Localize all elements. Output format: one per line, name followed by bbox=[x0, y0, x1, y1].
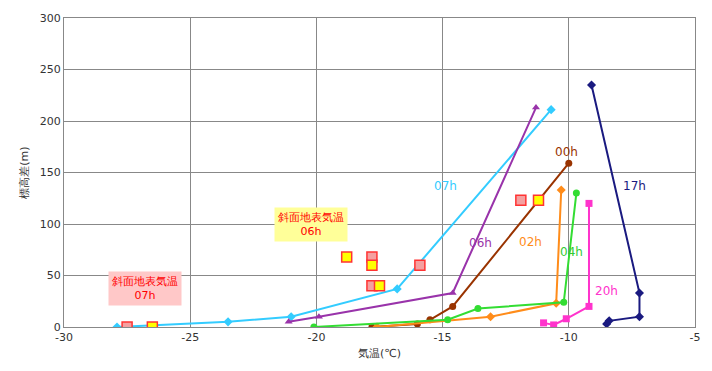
svg-text:06h: 06h bbox=[469, 236, 492, 250]
svg-text:-10: -10 bbox=[560, 331, 578, 344]
svg-text:-5: -5 bbox=[690, 331, 701, 344]
svg-text:200: 200 bbox=[40, 115, 61, 128]
svg-text:300: 300 bbox=[40, 12, 61, 25]
svg-text:07h: 07h bbox=[434, 179, 457, 193]
svg-text:00h: 00h bbox=[555, 145, 578, 159]
svg-text:-20: -20 bbox=[307, 331, 325, 344]
svg-text:150: 150 bbox=[40, 166, 61, 179]
svg-text:-25: -25 bbox=[181, 331, 199, 344]
svg-text:20h: 20h bbox=[595, 284, 618, 298]
svg-text:04h: 04h bbox=[560, 245, 583, 259]
svg-text:100: 100 bbox=[40, 218, 61, 231]
svg-text:斜面地表気温06h: 斜面地表気温06h bbox=[278, 211, 344, 238]
svg-text:標高差(m): 標高差(m) bbox=[18, 146, 31, 198]
svg-text:50: 50 bbox=[47, 269, 61, 282]
svg-text:250: 250 bbox=[40, 63, 61, 76]
svg-text:-30: -30 bbox=[55, 331, 73, 344]
svg-text:02h: 02h bbox=[519, 235, 542, 249]
svg-text:気温(℃): 気温(℃) bbox=[358, 347, 401, 360]
svg-text:17h: 17h bbox=[623, 179, 646, 193]
svg-text:0: 0 bbox=[54, 321, 61, 334]
svg-text:-15: -15 bbox=[434, 331, 452, 344]
svg-text:斜面地表気温07h: 斜面地表気温07h bbox=[112, 275, 178, 302]
